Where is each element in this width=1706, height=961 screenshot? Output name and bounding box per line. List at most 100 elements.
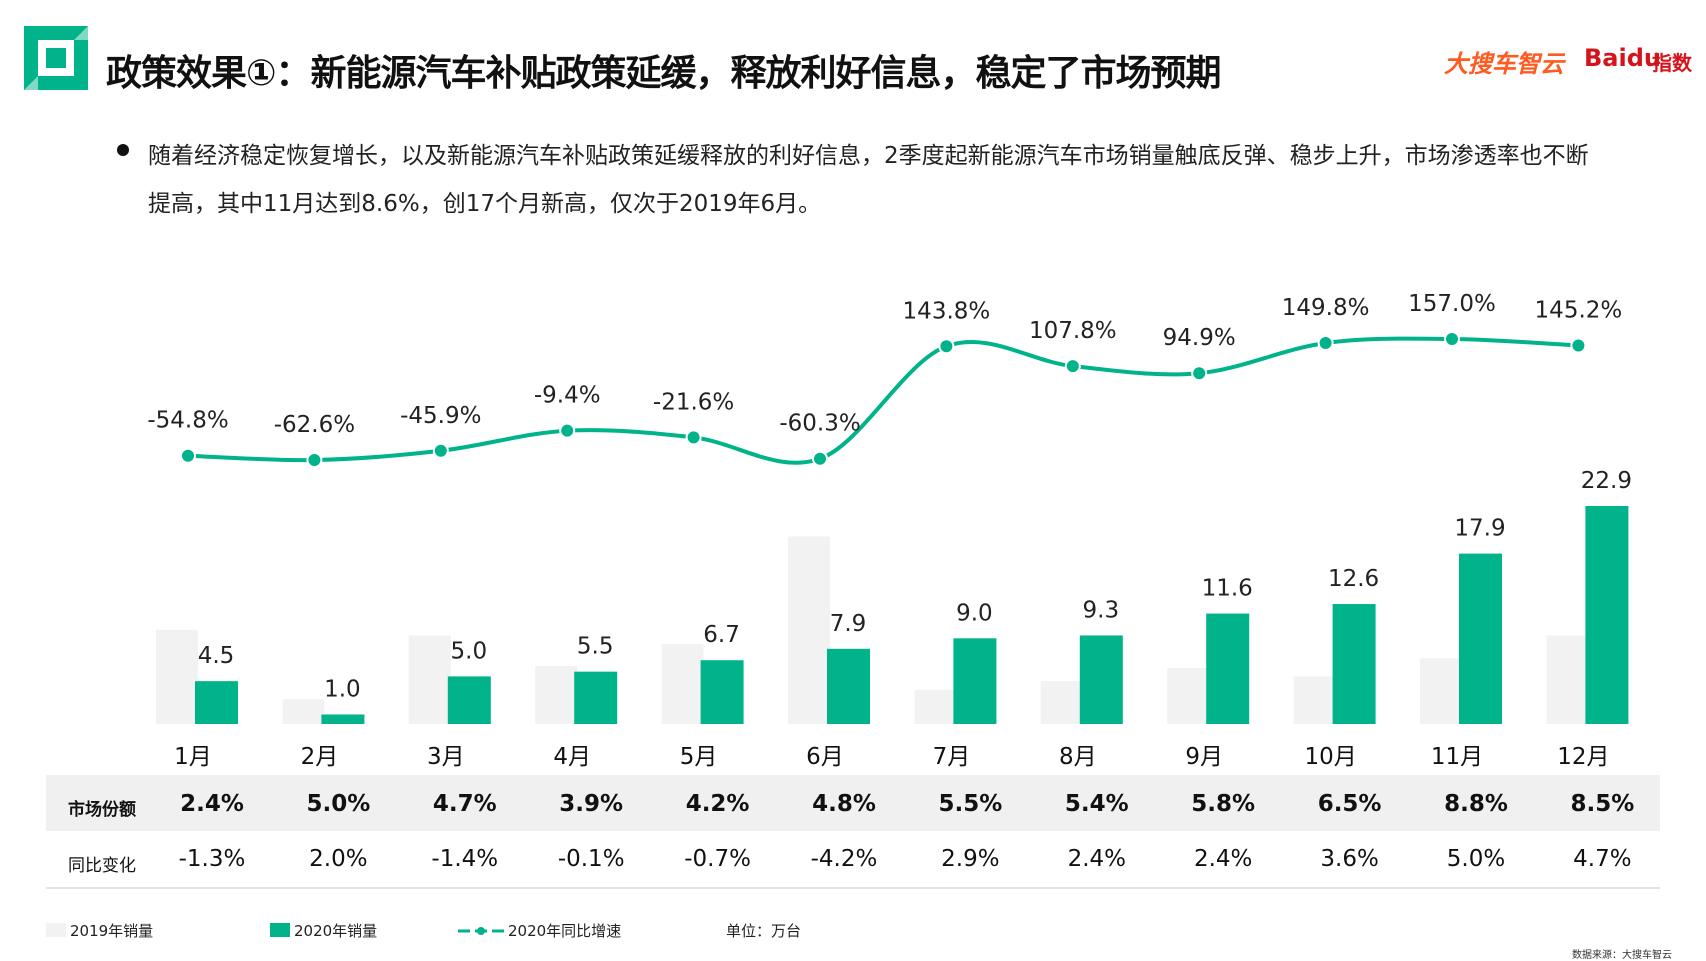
legend-label-yoy: 2020年同比增速	[508, 922, 622, 940]
yoy-point-label: 157.0%	[1408, 291, 1496, 317]
bar-2020	[1332, 604, 1376, 724]
yoy-change-cell: 2.9%	[941, 846, 1000, 872]
category-label: 3月	[427, 744, 465, 770]
bar-2020-label: 12.6	[1328, 566, 1379, 592]
yoy-point	[559, 422, 576, 439]
market-share-cell: 8.8%	[1444, 791, 1508, 817]
yoy-change-cell: -4.2%	[810, 846, 878, 872]
bar-2019	[408, 635, 451, 724]
market-share-cell: 5.4%	[1064, 791, 1129, 817]
bar-2020-label: 9.3	[1083, 597, 1120, 623]
yoy-change-cell: -1.3%	[178, 846, 246, 872]
data-source: 数据来源：大搜车智云	[1572, 950, 1672, 961]
bar-2020-label: 9.0	[956, 600, 993, 626]
bar-2019	[535, 665, 578, 724]
legend-swatch-2020	[270, 923, 290, 937]
legend-label-2020: 2020年销量	[294, 922, 378, 940]
yoy-point-label: -60.3%	[779, 411, 860, 437]
bar-2019	[1040, 681, 1083, 724]
bar-2020	[1459, 553, 1502, 724]
yoy-point-label: -9.4%	[534, 383, 601, 409]
yoy-point-label: 107.8%	[1029, 318, 1117, 344]
yoy-change-cell: -0.7%	[684, 846, 751, 872]
bar-2020	[321, 714, 365, 724]
bar-2019	[1167, 667, 1210, 724]
bar-2020-label: 17.9	[1454, 516, 1505, 542]
yoy-point	[1317, 334, 1334, 351]
yoy-change-cell: -1.4%	[431, 846, 499, 872]
category-label: 9月	[1185, 744, 1223, 770]
brand-secondary-suffix: 指数	[1652, 51, 1692, 75]
market-share-cell: 5.8%	[1191, 791, 1256, 817]
brand-secondary-logo: Baidu	[1584, 44, 1661, 72]
yoy-change-cell: -0.1%	[557, 846, 625, 872]
bar-2019	[914, 689, 957, 724]
yoy-point	[812, 450, 828, 467]
bar-2020	[953, 638, 997, 724]
bar-2020-label: 1.0	[324, 676, 361, 702]
market-share-cell: 5.0%	[306, 791, 371, 817]
yoy-point	[1444, 331, 1460, 347]
category-label: 2月	[301, 744, 339, 770]
yoy-point-label: -45.9%	[400, 403, 481, 429]
market-share-cell: 5.5%	[938, 791, 1003, 817]
bar-2020-label: 6.7	[703, 622, 740, 648]
yoy-change-label: 同比变化	[68, 856, 136, 876]
market-share-label: 市场份额	[68, 800, 136, 820]
yoy-growth-line	[187, 336, 1579, 465]
yoy-change-cell: 5.0%	[1446, 846, 1506, 872]
bar-2019	[1420, 658, 1462, 724]
market-share-cell: 3.9%	[559, 791, 624, 817]
yoy-point	[1191, 365, 1208, 382]
bar-2019	[282, 699, 325, 724]
bar-2019	[1293, 676, 1336, 724]
bar-2020	[1206, 613, 1250, 724]
report-logo-icon	[24, 26, 88, 90]
market-share-cell: 4.7%	[432, 791, 497, 817]
yoy-change-row	[46, 831, 1660, 889]
legend-label-2019: 2019年销量	[70, 922, 154, 940]
yoy-change-cell: 2.4%	[1193, 846, 1253, 872]
bar-2019	[661, 644, 704, 724]
bar-2020-label: 5.5	[577, 634, 614, 660]
yoy-point-label: 94.9%	[1163, 325, 1236, 351]
yoy-change-cell: 2.0%	[309, 846, 368, 872]
yoy-change-cell: 4.7%	[1573, 846, 1632, 872]
category-label: 5月	[680, 744, 718, 770]
bar-2020-label: 7.9	[830, 611, 867, 637]
category-label: 6月	[806, 744, 844, 770]
bar-2020	[195, 681, 238, 724]
bullet-text: 随着经济稳定恢复增长，以及新能源汽车补贴政策延缓释放的利好信息，2季度起新能源汽…	[148, 143, 1589, 217]
yoy-point	[432, 442, 449, 459]
category-label: 8月	[1059, 744, 1097, 770]
category-label: 10月	[1304, 744, 1356, 770]
bar-2019	[1546, 635, 1589, 724]
yoy-point	[306, 452, 323, 468]
yoy-point-label: 145.2%	[1535, 298, 1623, 324]
category-label: 12月	[1557, 744, 1609, 770]
yoy-change-cell: 3.6%	[1320, 846, 1379, 872]
yoy-change-cell: 2.4%	[1067, 846, 1127, 872]
bar-2020	[574, 671, 618, 724]
bullet-icon	[117, 144, 129, 156]
page-title: 政策效果①：新能源汽车补贴政策延缓，释放利好信息，稳定了市场预期	[106, 53, 1221, 94]
yoy-point	[1064, 358, 1081, 375]
brand-primary-logo: 大搜车智云	[1444, 50, 1564, 78]
legend-yoy-line: 2020年同比增速	[458, 920, 621, 941]
bar-2019	[788, 536, 830, 724]
legend-line-icon	[458, 927, 504, 935]
yoy-point-label: -21.6%	[653, 389, 734, 415]
category-label: 7月	[933, 744, 971, 770]
bar-2020	[447, 676, 491, 724]
market-share-cell: 4.8%	[812, 791, 876, 817]
market-share-row	[46, 775, 1660, 831]
bar-2020-label: 4.5	[198, 643, 235, 669]
yoy-point-label: -62.6%	[274, 412, 355, 438]
bar-2020	[1585, 506, 1629, 724]
yoy-point-label: 149.8%	[1282, 295, 1370, 321]
legend-2020: 2020年销量	[270, 920, 377, 941]
bar-2020-label: 22.9	[1581, 468, 1632, 494]
market-share-cell: 2.4%	[180, 791, 244, 817]
legend-swatch-2019	[46, 923, 66, 937]
